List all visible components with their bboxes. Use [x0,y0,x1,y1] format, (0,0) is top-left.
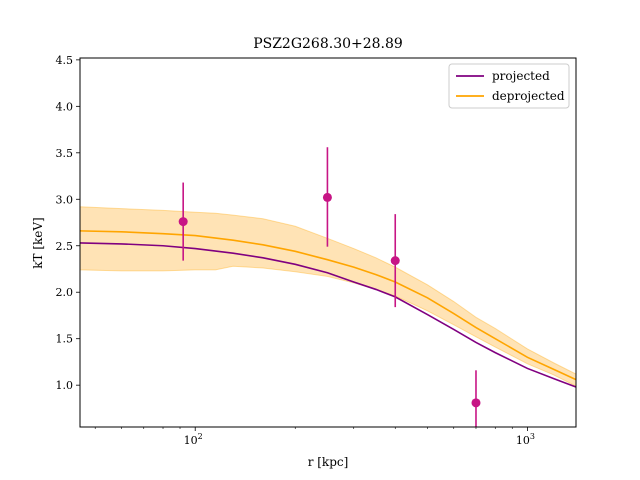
plot-area: 1.0 1.5 2.0 2.5 3.0 3.5 4.0 4.5 102 103 projected d… [56,54,577,447]
uncertainty-band [80,206,576,387]
y-axis-label: kT [keV] [31,217,45,269]
axes-frame [79,57,577,428]
series-line-projected [80,242,576,388]
y-tick-label: 1.5 [56,333,74,346]
legend: projected deprojected [448,63,570,109]
x-tick-label: 103 [516,432,535,447]
series-line-deprojected [80,230,576,381]
data-point [390,256,400,266]
legend-label-deprojected: deprojected [492,89,565,103]
chart-title: PSZ2G268.30+28.89 [253,36,403,52]
legend-label-projected: projected [492,69,550,83]
y-tick-label: 3.5 [56,147,74,160]
y-tick-label: 2.5 [56,240,74,253]
x-axis-label: r [kpc] [308,455,349,469]
y-tick-label: 2.0 [56,286,74,299]
y-tick-label: 4.5 [56,54,74,67]
y-tick-label: 1.0 [56,379,74,392]
x-tick-label: 102 [184,432,203,447]
data-point [178,217,188,227]
y-tick-label: 3.0 [56,193,74,206]
y-tick-label: 4.0 [56,100,74,113]
plot-inner [80,147,576,427]
legend-box [448,63,570,109]
data-point [322,192,332,202]
data-point [471,398,481,408]
